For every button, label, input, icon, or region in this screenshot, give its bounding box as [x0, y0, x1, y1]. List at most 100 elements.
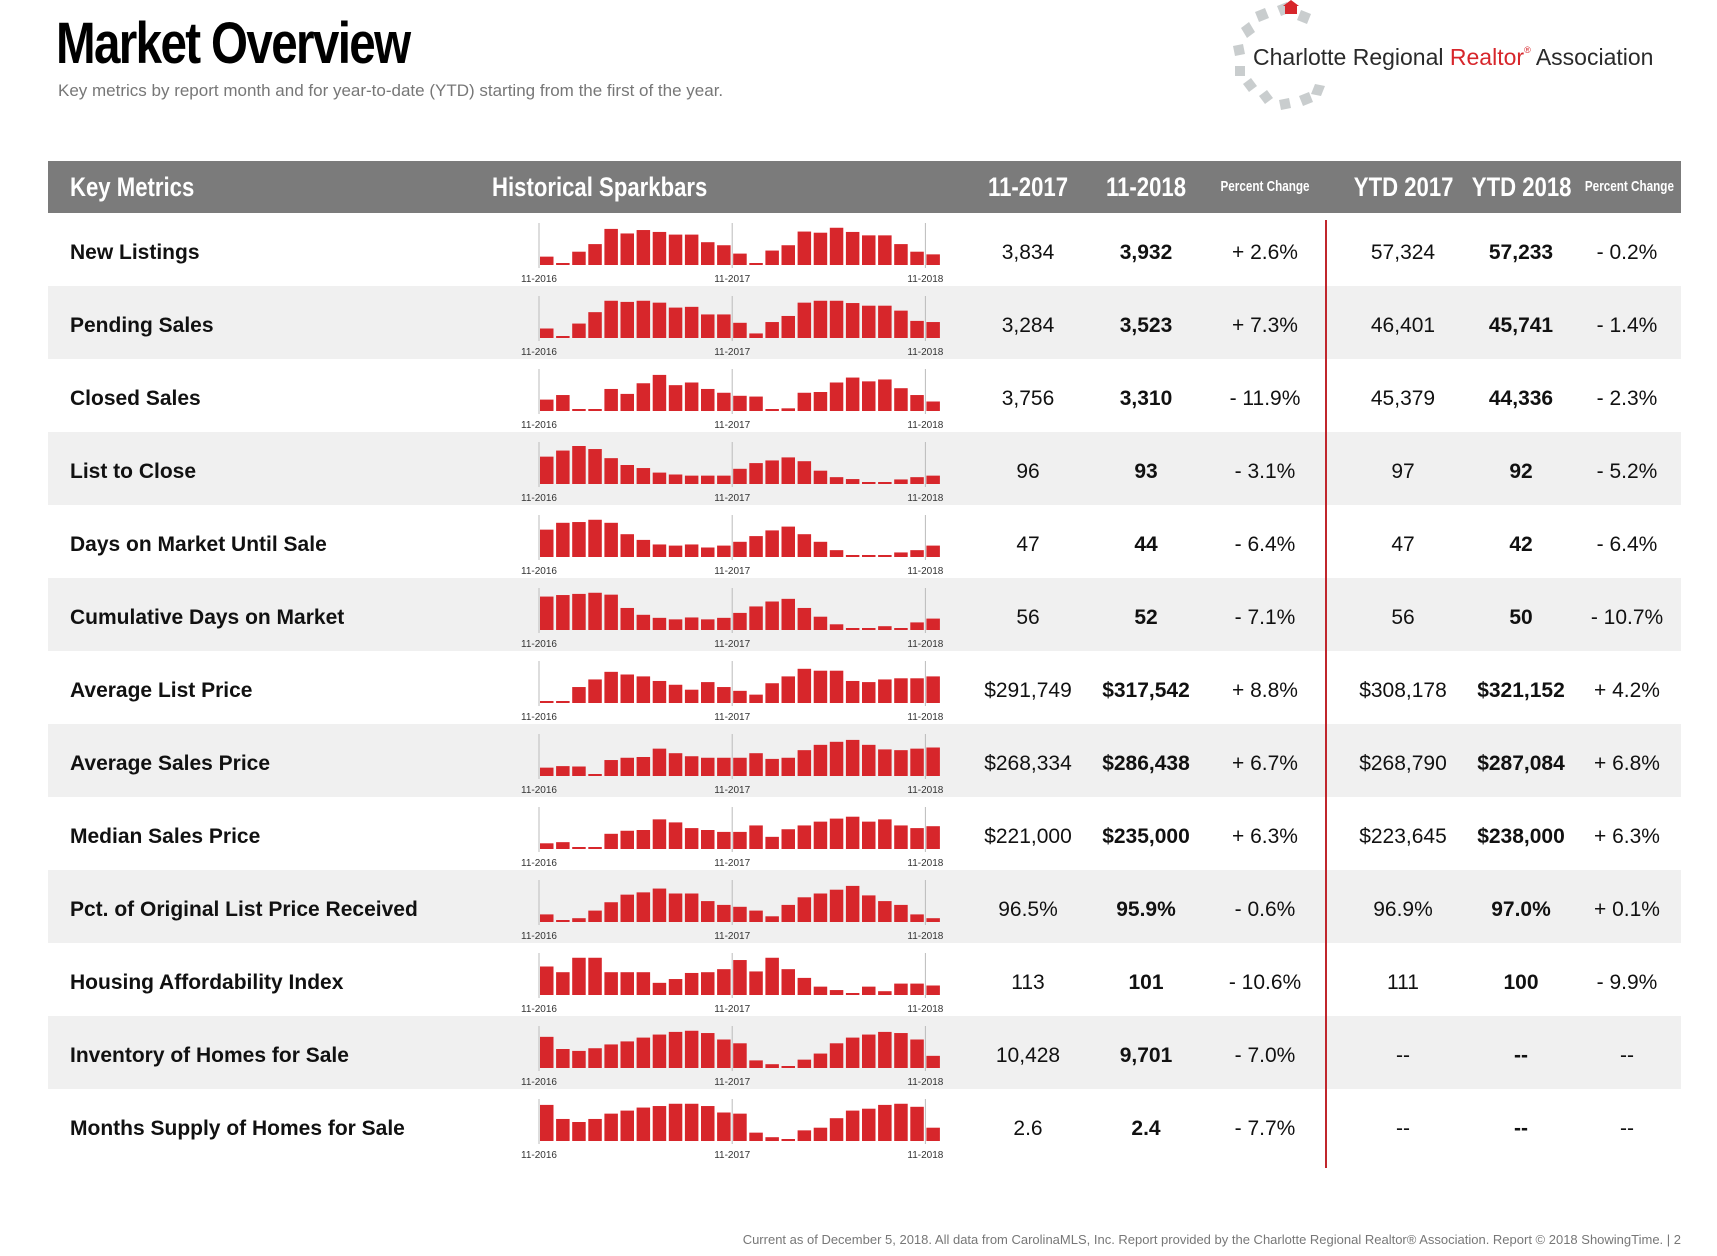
sparkbar-bar: [668, 1103, 683, 1141]
value-ytd-curr: $321,152: [1477, 679, 1565, 702]
sparkbar-bar: [668, 893, 683, 922]
sparkbar-x-label: 11-2018: [907, 712, 943, 723]
metric-name: Average List Price: [70, 679, 253, 702]
metric-name: Average Sales Price: [70, 752, 271, 775]
table-row: Months Supply of Homes for Sale 11-2016 11…: [48, 1089, 1681, 1162]
sparkbar-bar: [749, 536, 763, 557]
sparkbar-x-label: 11-2017: [714, 420, 750, 431]
sparkbar-bar: [781, 969, 795, 995]
metric-name: Inventory of Homes for Sale: [70, 1044, 349, 1067]
value-ytd-pct-change: - 5.2%: [1596, 460, 1658, 483]
sparkbar-bar: [652, 819, 667, 849]
sparkbar-bar: [845, 628, 860, 630]
sparkbar-bar: [717, 969, 731, 995]
sparkbar-bar: [588, 847, 602, 849]
sparkbar-bar: [701, 314, 715, 338]
sparkbar-bar: [797, 302, 812, 338]
sparkbar-bar: [636, 614, 651, 630]
sparkbar-bar: [926, 545, 940, 557]
sparkbar-bar: [845, 816, 860, 849]
sparkbar-x-label: 11-2016: [521, 1004, 557, 1015]
header-ytd-curr: YTD 2018: [1471, 172, 1572, 202]
sparkbar-bar: [829, 889, 844, 922]
header-ytd-prev: YTD 2017: [1353, 172, 1454, 202]
sparkbar-bar: [797, 825, 812, 849]
sparkbar-bar: [668, 545, 683, 557]
table-row: Cumulative Days on Market 11-2016 11-2017 1…: [48, 578, 1681, 651]
sparkbar-bar: [588, 774, 602, 776]
sparkbar-bar: [572, 251, 586, 265]
sparkbar-bar: [910, 550, 924, 557]
sparkbar-bar: [684, 544, 699, 557]
sparkbar-x-label: 11-2017: [714, 1004, 750, 1015]
table-row: List to Close 11-2016 11-2017 11-2018 96 93 - …: [48, 432, 1681, 505]
table-row: Average List Price 11-2016 11-2017 11-2018 $…: [48, 651, 1681, 724]
sparkbar-bar: [717, 617, 731, 630]
sparkbar-bar: [540, 701, 554, 703]
value-ytd-pct-change: + 6.8%: [1594, 752, 1660, 775]
sparkbar-bar: [894, 479, 908, 484]
sparkbar-bar: [588, 244, 602, 265]
sparkbar-bar: [813, 232, 828, 265]
sparkbar-bar: [797, 392, 812, 411]
sparkbar-bar: [926, 1127, 940, 1141]
value-month-prev: $268,334: [984, 752, 1072, 775]
sparkbar-bar: [926, 676, 940, 703]
sparkbar-bar: [781, 1139, 795, 1141]
logo-text-charlotte: Charlotte Regional: [1253, 44, 1450, 70]
value-month-curr: $317,542: [1102, 679, 1190, 702]
value-ytd-prev: $268,790: [1359, 752, 1447, 775]
sparkbar-bar: [894, 244, 908, 265]
sparkbar-x-label: 11-2016: [521, 347, 557, 358]
sparkbar-bar: [829, 300, 844, 338]
house-ring-icon: [1233, 0, 1325, 110]
value-month-prev: 10,428: [995, 1044, 1061, 1067]
sparkbar-bar: [733, 322, 747, 338]
sparkbar-bar: [556, 701, 570, 703]
value-month-curr: 2.4: [1131, 1117, 1161, 1140]
footer-note: Current as of December 5, 2018. All data…: [742, 1232, 1681, 1247]
value-ytd-prev: $308,178: [1359, 679, 1447, 702]
value-month-curr: 95.9%: [1116, 898, 1176, 921]
sparkbar-bar: [829, 670, 844, 703]
value-ytd-curr: 97.0%: [1491, 898, 1551, 921]
sparkbar-bar: [765, 957, 779, 995]
sparkbar-bar: [878, 626, 892, 630]
value-month-prev: 113: [1011, 971, 1045, 994]
metric-name: Months Supply of Homes for Sale: [70, 1117, 405, 1140]
sparkbar-bar: [733, 612, 747, 630]
association-logo: Charlotte Regional Realtor® Association: [1225, 0, 1695, 115]
sparkbar-bar: [765, 409, 779, 411]
sparkbar-bar: [733, 1113, 747, 1141]
sparkbar-x-label: 11-2018: [907, 1150, 943, 1161]
sparkbar-bar: [765, 460, 779, 484]
value-pct-change: + 6.7%: [1232, 752, 1298, 775]
sparkbar-bar: [878, 991, 892, 995]
value-month-prev: 2.6: [1013, 1117, 1043, 1140]
sparkbar-bar: [878, 901, 892, 922]
value-ytd-pct-change: --: [1620, 1117, 1634, 1140]
sparkbar-bar: [556, 766, 570, 776]
sparkbar-chart: 11-2016 11-2017 11-2018: [521, 661, 944, 723]
sparkbar-bar: [797, 668, 812, 703]
sparkbar-bar: [781, 757, 795, 776]
sparkbar-bar: [636, 830, 651, 849]
sparkbar-bar: [910, 1106, 924, 1141]
header-sparkbars: Historical Sparkbars: [492, 172, 708, 202]
sparkbar-bar: [556, 263, 570, 265]
sparkbar-bar: [636, 539, 651, 557]
value-ytd-curr: 100: [1503, 971, 1539, 994]
sparkbar-chart: 11-2016 11-2017 11-2018: [521, 515, 944, 577]
sparkbar-bar: [604, 760, 618, 776]
sparkbar-x-label: 11-2018: [907, 1004, 943, 1015]
sparkbar-bar: [845, 479, 860, 484]
sparkbar-x-label: 11-2018: [907, 566, 943, 577]
sparkbar-bar: [717, 1039, 731, 1068]
sparkbar-bar: [540, 767, 554, 776]
sparkbar-bar: [862, 895, 876, 922]
sparkbar-bar: [652, 374, 667, 411]
sparkbar-bar: [604, 902, 618, 922]
sparkbar-bar: [894, 310, 908, 338]
sparkbar-x-label: 11-2016: [521, 931, 557, 942]
sparkbar-bar: [733, 757, 747, 776]
